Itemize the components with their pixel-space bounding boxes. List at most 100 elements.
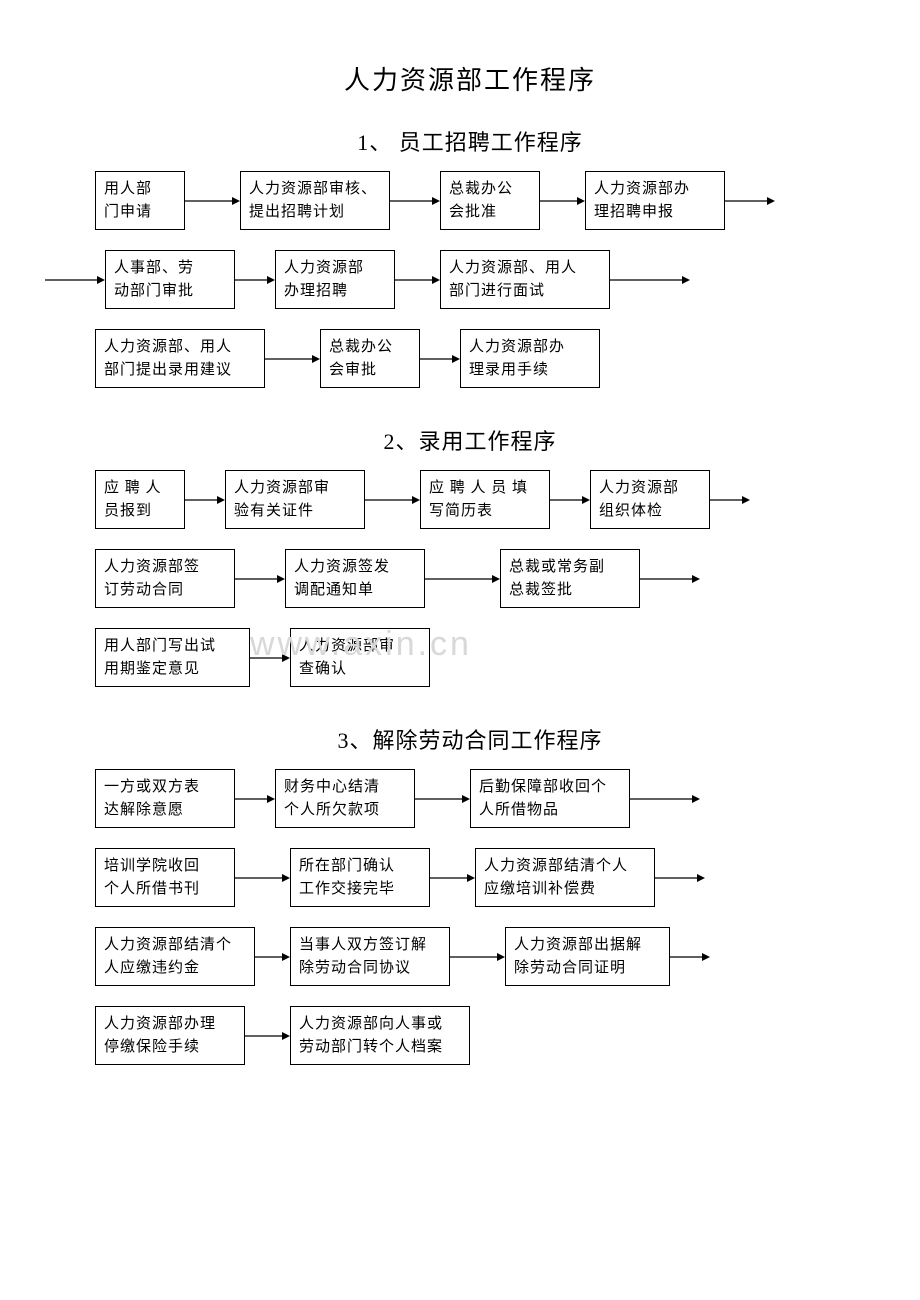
flow-box-line: 人力资源部办 — [594, 178, 716, 201]
arrow-icon — [630, 769, 700, 828]
flow-box-line: 门申请 — [104, 201, 176, 224]
flow-box-line: 应 聘 人 员 填 — [429, 477, 541, 500]
flow-box: 人力资源部、用人部门提出录用建议 — [95, 329, 265, 388]
flow-section: 2、录用工作程序应 聘 人员报到 人力资源部审验有关证件 应 聘 人 员 填写简… — [100, 424, 840, 687]
flow-box: 人力资源部出据解除劳动合同证明 — [505, 927, 670, 986]
flow-box-line: 个人所欠款项 — [284, 799, 406, 822]
flow-row: 培训学院收回个人所借书刊 所在部门确认工作交接完毕 人力资源部结清个人应缴培训补… — [95, 848, 840, 907]
flow-box-line: 除劳动合同协议 — [299, 957, 441, 980]
flow-box-line: 提出招聘计划 — [249, 201, 381, 224]
arrow-icon — [255, 927, 290, 986]
flow-box: 培训学院收回个人所借书刊 — [95, 848, 235, 907]
arrow-icon — [670, 927, 710, 986]
flow-box: 当事人双方签订解除劳动合同协议 — [290, 927, 450, 986]
flow-box-line: 总裁办公 — [449, 178, 531, 201]
arrow-icon — [550, 470, 590, 529]
flow-box-line: 应缴培训补偿费 — [484, 878, 646, 901]
section-title: 1、 员工招聘工作程序 — [100, 125, 840, 157]
arrow-icon — [245, 1006, 290, 1065]
flow-box-line: 理招聘申报 — [594, 201, 716, 224]
flow-box-line: 人力资源部审核、 — [249, 178, 381, 201]
flow-box-line: 人力资源部 — [599, 477, 701, 500]
flow-box-line: 财务中心结清 — [284, 776, 406, 799]
arrow-icon — [235, 549, 285, 608]
flow-row: 人事部、劳动部门审批 人力资源部办理招聘 人力资源部、用人部门进行面试 — [115, 250, 840, 309]
flow-box: 总裁办公会批准 — [440, 171, 540, 230]
flow-section: 3、解除劳动合同工作程序一方或双方表达解除意愿 财务中心结清个人所欠款项 后勤保… — [100, 723, 840, 1065]
main-title: 人力资源部工作程序 — [100, 60, 840, 97]
section-title: 3、解除劳动合同工作程序 — [100, 723, 840, 755]
arrow-icon — [235, 250, 275, 309]
arrow-icon — [430, 848, 475, 907]
flow-box-line: 查确认 — [299, 658, 421, 681]
flow-box-line: 停缴保险手续 — [104, 1036, 236, 1059]
flow-box: 人事部、劳动部门审批 — [105, 250, 235, 309]
flow-box: 人力资源部签订劳动合同 — [95, 549, 235, 608]
flow-box: 用人部门写出试用期鉴定意见 — [95, 628, 250, 687]
flow-box-line: 人力资源部结清个 — [104, 934, 246, 957]
flow-box: 后勤保障部收回个人所借物品 — [470, 769, 630, 828]
flow-box-line: 理录用手续 — [469, 359, 591, 382]
arrow-icon — [725, 171, 775, 230]
flow-box: 人力资源部办理录用手续 — [460, 329, 600, 388]
flow-row: 人力资源部办理停缴保险手续 人力资源部向人事或劳动部门转个人档案 — [95, 1006, 840, 1065]
flow-box-line: 组织体检 — [599, 500, 701, 523]
flow-box-line: 人事部、劳 — [114, 257, 226, 280]
flow-box-line: 会批准 — [449, 201, 531, 224]
flow-row: 用人部门申请 人力资源部审核、提出招聘计划 总裁办公会批准 人力资源部办理招聘申… — [95, 171, 840, 230]
flow-box-line: 除劳动合同证明 — [514, 957, 661, 980]
flow-box-line: 一方或双方表 — [104, 776, 226, 799]
flow-box: 应 聘 人员报到 — [95, 470, 185, 529]
arrow-icon — [655, 848, 705, 907]
arrow-icon — [390, 171, 440, 230]
flow-box: 所在部门确认工作交接完毕 — [290, 848, 430, 907]
flow-row: 应 聘 人员报到 人力资源部审验有关证件 应 聘 人 员 填写简历表 人力资源部… — [95, 470, 840, 529]
arrow-icon — [420, 329, 460, 388]
arrow-icon — [235, 769, 275, 828]
flow-box-line: 调配通知单 — [294, 579, 416, 602]
flow-box-line: 达解除意愿 — [104, 799, 226, 822]
flow-box-line: 用期鉴定意见 — [104, 658, 241, 681]
arrow-icon — [185, 470, 225, 529]
flow-box-line: 应 聘 人 — [104, 477, 176, 500]
flow-box-line: 总裁或常务副 — [509, 556, 631, 579]
flow-box: 一方或双方表达解除意愿 — [95, 769, 235, 828]
flow-box: 总裁或常务副总裁签批 — [500, 549, 640, 608]
flow-box: 总裁办公会审批 — [320, 329, 420, 388]
flow-box: 用人部门申请 — [95, 171, 185, 230]
flow-box-line: 验有关证件 — [234, 500, 356, 523]
flow-box-line: 劳动部门转个人档案 — [299, 1036, 461, 1059]
flow-box-line: 人所借物品 — [479, 799, 621, 822]
flow-box: 人力资源部审验有关证件 — [225, 470, 365, 529]
flow-box: 人力资源部结清个人应缴违约金 — [95, 927, 255, 986]
flow-box: 人力资源部办理招聘申报 — [585, 171, 725, 230]
flow-box: 人力资源部、用人部门进行面试 — [440, 250, 610, 309]
flow-box-line: 人力资源部办理 — [104, 1013, 236, 1036]
flow-box-line: 工作交接完毕 — [299, 878, 421, 901]
flow-box-line: 办理招聘 — [284, 280, 386, 303]
flow-box-line: 人力资源部、用人 — [449, 257, 601, 280]
flow-box-line: 当事人双方签订解 — [299, 934, 441, 957]
flow-box: 人力资源部组织体检 — [590, 470, 710, 529]
flow-box: 人力资源签发调配通知单 — [285, 549, 425, 608]
flow-box-line: 部门进行面试 — [449, 280, 601, 303]
flow-row: 人力资源部签订劳动合同 人力资源签发调配通知单 总裁或常务副总裁签批 — [95, 549, 840, 608]
arrow-icon — [425, 549, 500, 608]
arrow-icon — [610, 250, 690, 309]
flow-box: 人力资源部审查确认 — [290, 628, 430, 687]
flow-box-line: 人力资源部、用人 — [104, 336, 256, 359]
flow-box-line: 用人部门写出试 — [104, 635, 241, 658]
arrow-icon — [265, 329, 320, 388]
flow-box-line: 人力资源部签 — [104, 556, 226, 579]
flow-box-line: 人力资源部审 — [234, 477, 356, 500]
flow-box-line: 人力资源部结清个人 — [484, 855, 646, 878]
flow-box-line: 个人所借书刊 — [104, 878, 226, 901]
flow-box-line: 人力资源部 — [284, 257, 386, 280]
arrow-icon — [365, 470, 420, 529]
flow-box-line: 人力资源签发 — [294, 556, 416, 579]
section-title: 2、录用工作程序 — [100, 424, 840, 456]
sections-container: 1、 员工招聘工作程序用人部门申请 人力资源部审核、提出招聘计划 总裁办公会批准… — [100, 125, 840, 1065]
flow-box-line: 后勤保障部收回个 — [479, 776, 621, 799]
arrow-icon — [45, 250, 105, 309]
arrow-icon — [540, 171, 585, 230]
